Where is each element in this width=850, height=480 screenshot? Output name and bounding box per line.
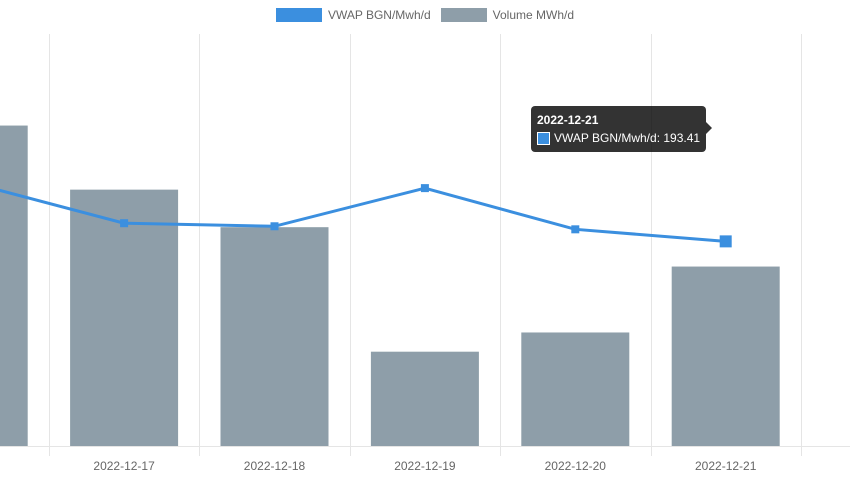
point-vwap (270, 222, 279, 231)
tooltip-title: 2022-12-21 (537, 113, 599, 127)
x-tick-label: 2022-12-18 (244, 459, 306, 473)
tooltip-caret (706, 122, 713, 134)
legend-label-volume: Volume MWh/d (492, 8, 575, 22)
legend-item-vwap[interactable]: VWAP BGN/Mwh/d (275, 8, 431, 22)
line-vwap (0, 186, 726, 243)
bar-volume (671, 266, 780, 446)
point-vwap (420, 184, 429, 193)
x-tick-label: 2022-12-19 (394, 459, 456, 473)
legend-label-vwap: VWAP BGN/Mwh/d (327, 8, 431, 22)
legend: VWAP BGN/Mwh/d Volume MWh/d (0, 8, 850, 22)
point-vwap (120, 219, 129, 228)
bar-volume (70, 189, 179, 446)
bar-volume (220, 227, 329, 446)
tooltip-swatch (537, 131, 550, 145)
legend-swatch-vwap (275, 8, 322, 22)
point-vwap-highlighted (719, 235, 732, 248)
bar-volume (521, 332, 630, 446)
x-tick-label: 2022-12-20 (545, 459, 607, 473)
chart-tooltip: 2022-12-21 VWAP BGN/Mwh/d: 193.41 (531, 106, 713, 152)
tooltip-row: VWAP BGN/Mwh/d: 193.41 (537, 129, 700, 147)
x-tick-label: 2022-12-21 (695, 459, 757, 473)
legend-item-volume[interactable]: Volume MWh/d (440, 8, 575, 22)
legend-swatch-volume (440, 8, 487, 22)
tooltip-label: VWAP BGN/Mwh/d: 193.41 (554, 131, 701, 145)
point-vwap (571, 225, 580, 234)
x-tick-label: 2022-12-17 (93, 459, 155, 473)
bar-volume (0, 125, 28, 447)
bar-volume (370, 351, 479, 446)
